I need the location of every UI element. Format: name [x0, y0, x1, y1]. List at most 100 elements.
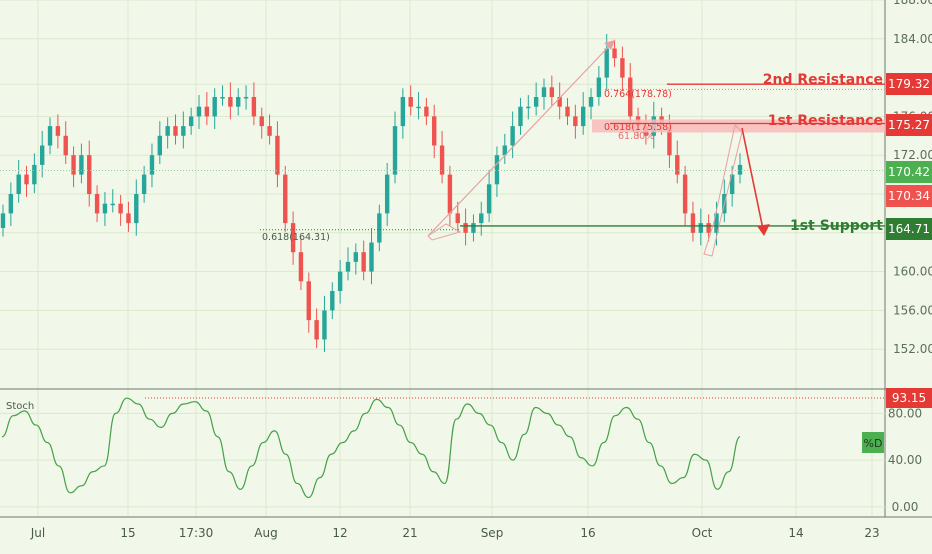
- time-tick-8: Oct: [692, 526, 713, 540]
- time-tick-9: 14: [788, 526, 803, 540]
- osc-marker-badge-bg: [886, 388, 932, 409]
- price-tick-0: 188.00: [893, 0, 932, 7]
- candle-body-78: [612, 48, 617, 59]
- candle-body-68: [533, 97, 539, 107]
- candle-body-54: [424, 106, 429, 117]
- price-tick-1: 184.00: [893, 32, 932, 46]
- candle-body-86: [675, 155, 680, 175]
- candle-body-13: [102, 203, 108, 214]
- candle-body-44: [345, 261, 351, 272]
- candle-body-30: [236, 97, 241, 107]
- candle-body-57: [447, 174, 453, 214]
- candle-body-63: [494, 155, 500, 185]
- time-tick-6: Sep: [481, 526, 504, 540]
- projection-up: [703, 123, 743, 257]
- pattern-box-left: [427, 223, 462, 241]
- candle-body-53: [416, 106, 421, 109]
- osc-series-tag-bg: [862, 432, 884, 453]
- time-tick-10: 23: [864, 526, 879, 540]
- candle-body-50: [392, 126, 398, 175]
- candle-body-5: [40, 145, 45, 165]
- candle-body-33: [259, 116, 264, 127]
- candle-body-32: [251, 97, 257, 117]
- candle-body-28: [220, 97, 225, 99]
- candle-body-77: [604, 48, 609, 78]
- osc-title: Stoch: [6, 401, 34, 412]
- osc-series-tag: %D: [864, 437, 883, 450]
- candle-body-9: [71, 155, 76, 175]
- candle-body-40: [314, 320, 319, 340]
- candle-body-10: [79, 155, 84, 175]
- time-tick-1: 15: [120, 526, 135, 540]
- candle-body-3: [24, 174, 29, 185]
- candle-body-45: [353, 252, 359, 262]
- candle-body-6: [47, 126, 53, 146]
- osc-tick-2: 0.00: [892, 500, 919, 514]
- candle-body-56: [439, 145, 445, 175]
- candle-body-79: [620, 58, 625, 78]
- osc-tick-0: 80.00: [888, 406, 922, 420]
- level-label-0: 2nd Resistance: [763, 72, 883, 88]
- candle-body-91: [714, 213, 719, 233]
- osc-marker-badge: 93.15: [892, 391, 926, 405]
- badge-1st-support-bg: [886, 218, 932, 240]
- candle-body-22: [173, 126, 178, 136]
- badge-2nd-resistance: 179.32: [888, 77, 930, 91]
- trend-arrow-head: [604, 40, 615, 50]
- candle-body-29: [228, 97, 233, 107]
- candle-body-72: [565, 106, 570, 117]
- candle-body-8: [63, 135, 68, 156]
- candle-body-43: [337, 271, 343, 291]
- candle-body-4: [32, 164, 37, 185]
- osc-tick-1: 40.00: [888, 453, 922, 467]
- badge-1st-resistance-bg: [886, 114, 932, 136]
- badge-prev-price: 170.34: [888, 189, 930, 203]
- badge-last-price: 170.42: [888, 165, 930, 179]
- candle-body-34: [267, 126, 272, 136]
- fib-label-1: 0.618(175.58): [604, 122, 672, 133]
- candle-body-15: [118, 203, 123, 214]
- candle-body-60: [471, 223, 476, 233]
- projection-down: [741, 127, 765, 235]
- candle-body-1: [8, 194, 14, 214]
- price-tick-7: 160.00: [893, 265, 932, 279]
- candle-body-52: [408, 97, 413, 107]
- candle-body-71: [557, 97, 562, 107]
- projection-arrow-head: [757, 224, 770, 236]
- candle-body-85: [667, 126, 672, 156]
- candle-body-51: [400, 97, 406, 127]
- candle-body-59: [463, 223, 468, 233]
- candle-body-11: [87, 155, 92, 194]
- candle-body-88: [690, 213, 696, 233]
- candle-body-21: [165, 126, 170, 136]
- candle-body-19: [149, 155, 155, 175]
- candle-body-55: [432, 116, 437, 146]
- candle-body-42: [330, 291, 335, 311]
- candle-body-49: [384, 174, 390, 214]
- badge-1st-support: 164.71: [888, 222, 930, 236]
- candle-body-94: [737, 164, 743, 175]
- time-tick-7: 16: [580, 526, 595, 540]
- candle-body-38: [298, 252, 304, 282]
- candle-body-26: [204, 106, 210, 117]
- badge-last-price-bg: [886, 161, 932, 183]
- time-tick-0: Jul: [30, 526, 45, 540]
- candle-body-25: [196, 106, 202, 117]
- candle-body-31: [243, 97, 249, 99]
- badge-2nd-resistance-bg: [886, 73, 932, 95]
- fib-label-0: 0.764(178.78): [604, 89, 672, 100]
- candle-body-12: [94, 194, 100, 214]
- candle-body-2: [16, 174, 21, 194]
- candle-body-69: [541, 87, 547, 97]
- candle-body-66: [518, 106, 523, 127]
- candle-body-0: [0, 213, 6, 228]
- badge-prev-price-bg: [886, 185, 932, 207]
- candle-body-62: [486, 184, 492, 214]
- candle-body-90: [706, 223, 711, 233]
- candle-body-89: [698, 223, 703, 233]
- candle-body-73: [573, 116, 578, 127]
- price-tick-8: 156.00: [893, 303, 932, 317]
